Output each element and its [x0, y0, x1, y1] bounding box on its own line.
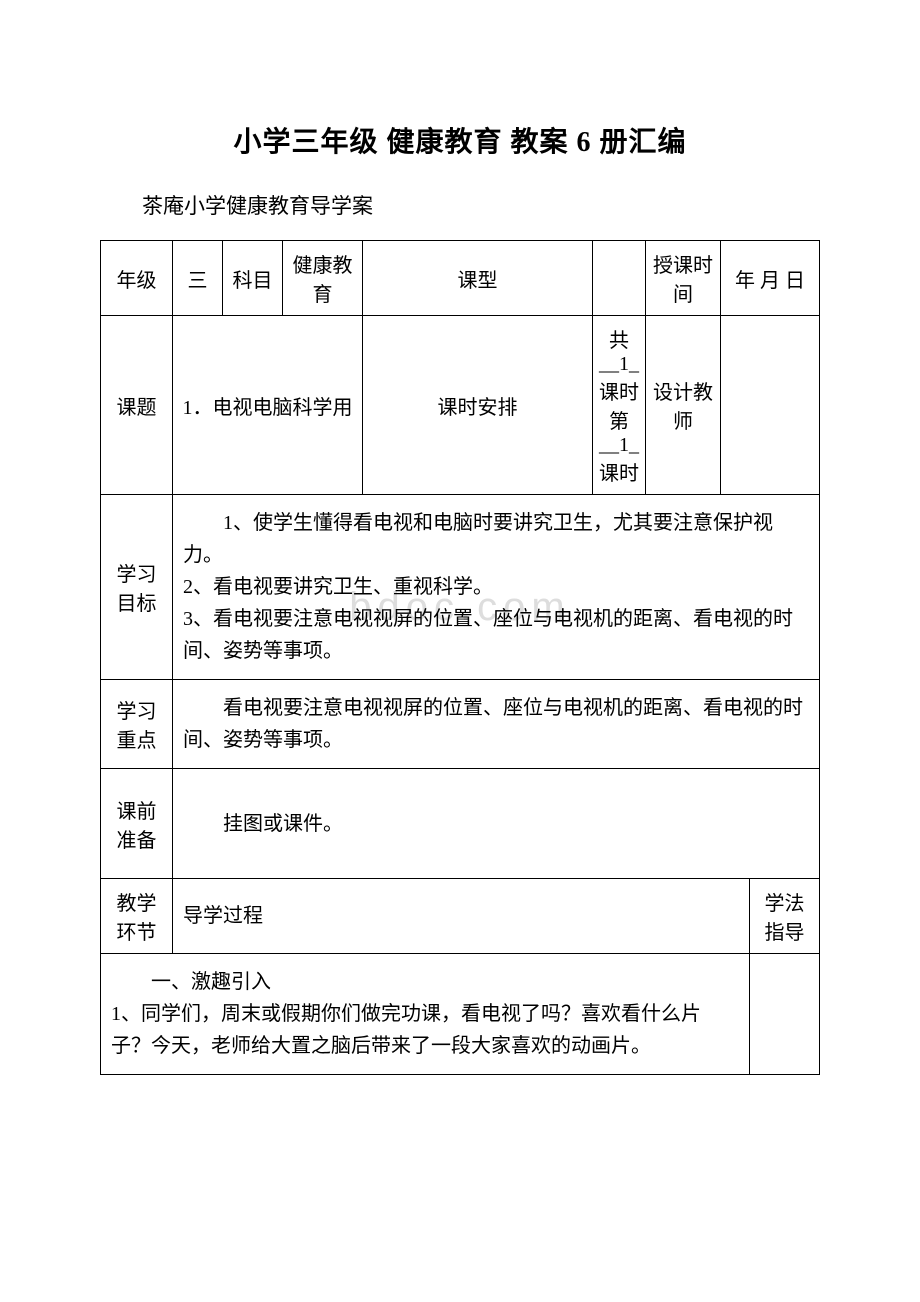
teach-time-value: 年 月 日: [721, 241, 820, 316]
table-row-topic: 课题 1．电视电脑科学用 课时安排 共__1_课时 第__1_课时 设计教师: [101, 316, 820, 495]
table-row-keypoint: 学习重点 看电视要注意电视视屏的位置、座位与电视机的距离、看电视的时间、姿势等事…: [101, 680, 820, 769]
lesson-plan-table: 年级 三 科目 健康教育 课型 授课时间 年 月 日 课题 1．电视电脑科学用 …: [100, 240, 820, 1075]
table-row-prep: 课前准备 挂图或课件。: [101, 769, 820, 879]
grade-value: 三: [173, 241, 223, 316]
class-type-value: [593, 241, 646, 316]
segment-mid-label: 导学过程: [173, 879, 750, 954]
segment-left-label: 教学环节: [101, 879, 173, 954]
subject-label: 科目: [223, 241, 283, 316]
intro-content: 一、激趣引入 1、同学们，周末或假期你们做完功课，看电视了吗？喜欢看什么片子？今…: [101, 954, 750, 1075]
subject-value: 健康教育: [283, 241, 363, 316]
intro-right: [750, 954, 820, 1075]
segment-right-label: 学法指导: [750, 879, 820, 954]
objective-label: 学习目标: [101, 495, 173, 680]
table-row-segment-head: 教学环节 导学过程 学法指导: [101, 879, 820, 954]
prep-label: 课前准备: [101, 769, 173, 879]
objective-content: 1、使学生懂得看电视和电脑时要讲究卫生，尤其要注意保护视力。 2、看电视要讲究卫…: [173, 495, 820, 680]
topic-value: 1．电视电脑科学用: [173, 316, 363, 495]
prep-content: 挂图或课件。: [173, 769, 820, 879]
designer-value: [721, 316, 820, 495]
class-type-label: 课型: [363, 241, 593, 316]
keypoint-label: 学习重点: [101, 680, 173, 769]
topic-label: 课题: [101, 316, 173, 495]
subtitle: 茶庵小学健康教育导学案: [100, 190, 820, 220]
table-row-intro: 一、激趣引入 1、同学们，周末或假期你们做完功课，看电视了吗？喜欢看什么片子？今…: [101, 954, 820, 1075]
table-row-header1: 年级 三 科目 健康教育 课型 授课时间 年 月 日: [101, 241, 820, 316]
designer-label: 设计教师: [646, 316, 721, 495]
period-value: 共__1_课时 第__1_课时: [593, 316, 646, 495]
keypoint-content: 看电视要注意电视视屏的位置、座位与电视机的距离、看电视的时间、姿势等事项。: [173, 680, 820, 769]
grade-label: 年级: [101, 241, 173, 316]
table-row-objective: 学习目标 1、使学生懂得看电视和电脑时要讲究卫生，尤其要注意保护视力。 2、看电…: [101, 495, 820, 680]
teach-time-label: 授课时间: [646, 241, 721, 316]
period-label: 课时安排: [363, 316, 593, 495]
page-title: 小学三年级 健康教育 教案 6 册汇编: [100, 120, 820, 160]
